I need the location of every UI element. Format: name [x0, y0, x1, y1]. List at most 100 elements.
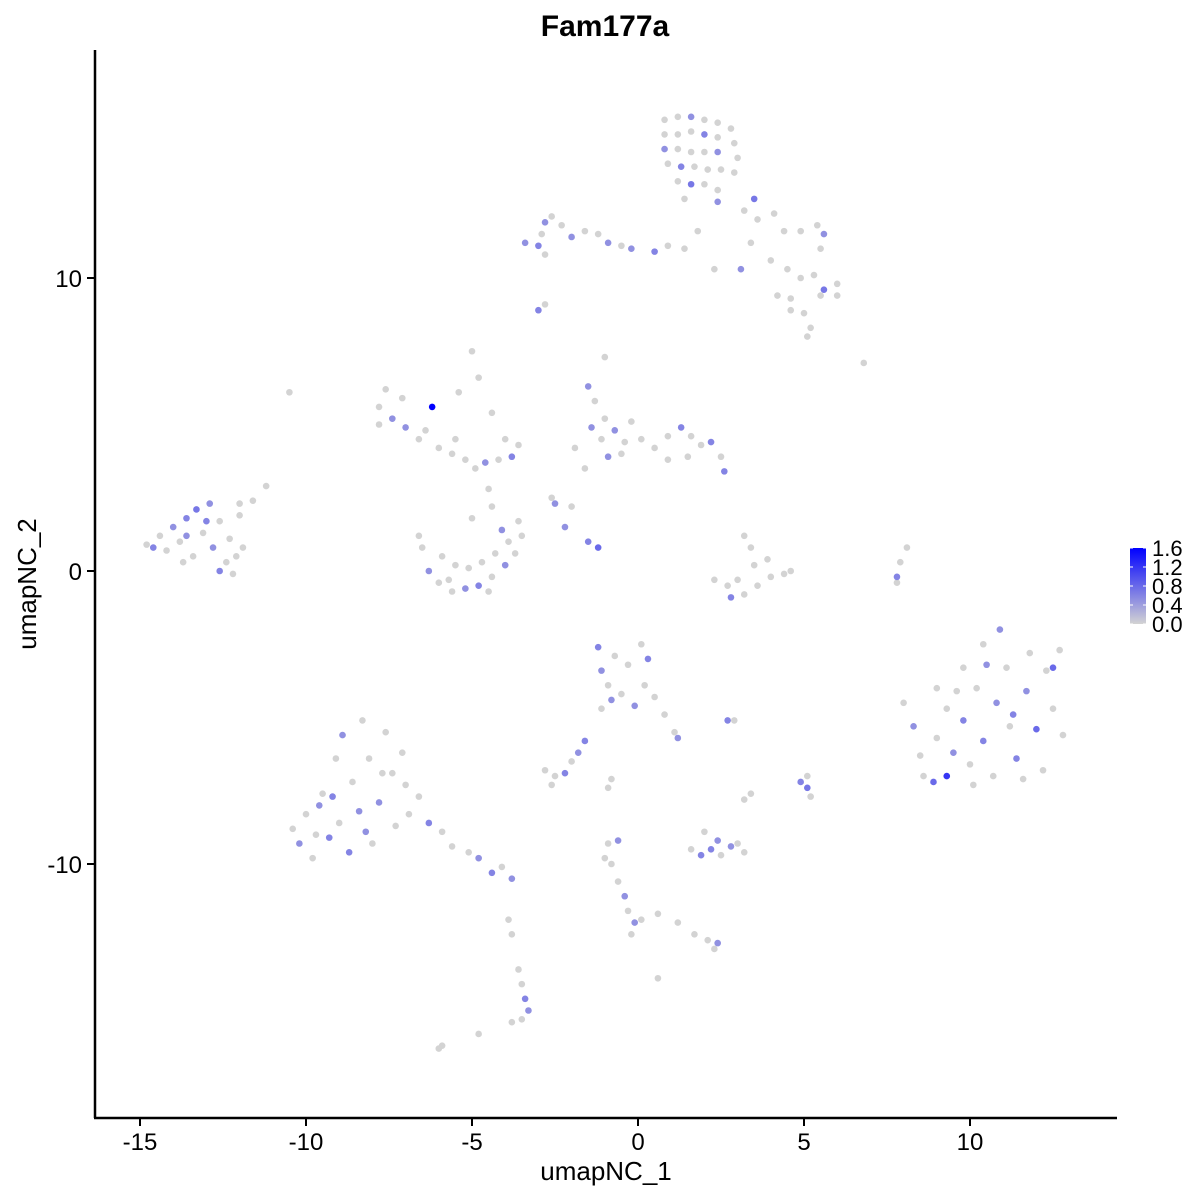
- cell-point: [548, 781, 555, 789]
- cell-point: [319, 790, 326, 797]
- cell-point: [302, 810, 310, 818]
- cell-point: [1049, 705, 1057, 713]
- cell-point: [740, 207, 748, 214]
- cell-point: [1043, 667, 1050, 674]
- x-tick-label: 0: [631, 1129, 644, 1156]
- cell-point: [365, 755, 373, 762]
- cell-point: [664, 160, 672, 168]
- cell-point: [953, 687, 961, 695]
- cell-point: [973, 684, 980, 692]
- x-ticks: -15 -10 -5 0 5 10: [123, 1118, 983, 1156]
- cell-point: [163, 547, 170, 554]
- cell-point: [435, 579, 443, 587]
- cell-point: [631, 919, 638, 926]
- cell-point: [422, 427, 429, 434]
- cell-point: [518, 532, 526, 540]
- cell-point: [468, 514, 476, 522]
- cell-point: [226, 535, 233, 543]
- cell-point: [933, 734, 941, 742]
- cell-point: [614, 837, 622, 844]
- cell-point: [465, 564, 472, 572]
- cell-point: [724, 717, 731, 724]
- cell-point: [594, 230, 602, 238]
- cell-point: [727, 594, 735, 601]
- cell-point: [644, 655, 652, 663]
- cell-point: [508, 931, 516, 938]
- cell-point: [452, 435, 459, 443]
- cell-point: [475, 582, 482, 589]
- cell-point: [525, 1007, 532, 1014]
- cell-point: [508, 1018, 516, 1026]
- cell-point: [920, 772, 927, 780]
- cell-point: [611, 427, 619, 434]
- cell-point: [398, 394, 406, 402]
- cell-point: [448, 450, 456, 458]
- cell-point: [804, 333, 811, 340]
- cell-point: [674, 734, 682, 742]
- cell-point: [1003, 664, 1010, 671]
- colorbar-ticks: 0.00.40.81.21.6: [1130, 536, 1183, 637]
- cell-point: [518, 1015, 526, 1023]
- cell-point: [601, 353, 609, 361]
- cell-point: [903, 544, 911, 551]
- cell-point: [624, 661, 632, 669]
- cell-point: [189, 553, 197, 560]
- cell-point: [468, 347, 476, 355]
- cell-point: [860, 359, 868, 367]
- cell-point: [687, 846, 695, 853]
- cell-point: [711, 576, 718, 584]
- cell-point: [206, 500, 214, 507]
- cell-point: [355, 807, 363, 815]
- cell-point: [661, 116, 668, 124]
- cell-point: [740, 848, 748, 856]
- cell-point: [1009, 711, 1017, 718]
- cell-point: [747, 544, 755, 551]
- cell-point: [362, 828, 370, 836]
- cell-point: [193, 506, 200, 513]
- cell-point: [143, 541, 150, 548]
- cell-point: [747, 790, 755, 797]
- cell-point: [1059, 731, 1067, 739]
- cell-point: [730, 139, 738, 147]
- cell-point: [508, 453, 516, 461]
- cell-point: [704, 936, 712, 944]
- cell-point: [402, 424, 409, 431]
- cell-point: [714, 939, 721, 947]
- cell-point: [704, 166, 712, 173]
- colorbar-label: 1.6: [1152, 536, 1183, 561]
- cell-point: [415, 435, 423, 443]
- cell-point: [833, 292, 841, 299]
- cell-point: [674, 131, 682, 138]
- cell-point: [1056, 646, 1063, 654]
- cell-point: [807, 324, 814, 332]
- cell-point: [236, 512, 243, 519]
- cell-point: [943, 705, 951, 713]
- cell-point: [568, 233, 575, 241]
- cell-point: [631, 702, 638, 710]
- x-axis-label: umapNC_1: [540, 1156, 672, 1186]
- cell-point: [551, 772, 559, 780]
- cell-point: [943, 772, 951, 780]
- cell-point: [754, 216, 761, 223]
- cell-point: [584, 538, 592, 545]
- cell-point: [359, 717, 366, 724]
- cell-point: [574, 749, 582, 756]
- cell-point: [415, 793, 423, 800]
- cell-point: [714, 186, 721, 194]
- cell-point: [654, 974, 662, 982]
- cell-point: [541, 251, 549, 258]
- cell-point: [707, 846, 715, 853]
- cell-point: [541, 766, 549, 774]
- cell-point: [654, 910, 662, 918]
- cell-point: [462, 456, 469, 463]
- cell-point: [687, 128, 695, 135]
- cell-point: [505, 916, 512, 923]
- cell-point: [737, 265, 745, 273]
- colorbar-label: 0.4: [1152, 593, 1183, 618]
- cell-point: [608, 775, 615, 783]
- cell-point: [727, 843, 735, 850]
- cell-point: [415, 532, 423, 540]
- cell-point: [558, 221, 565, 229]
- cell-point: [797, 274, 804, 282]
